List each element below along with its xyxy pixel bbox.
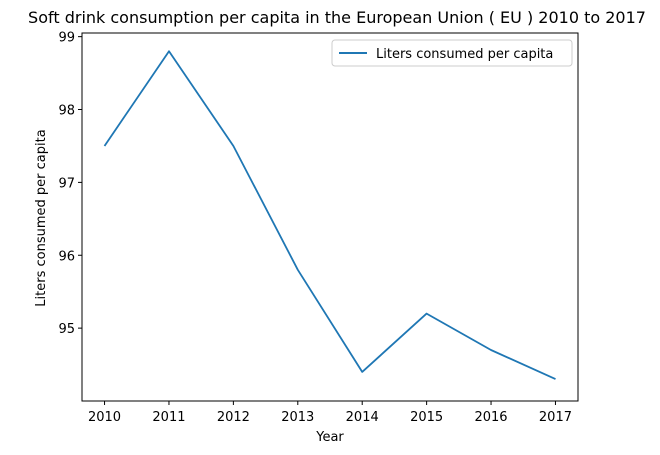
y-tick-label: 95	[58, 322, 75, 337]
x-tick-label: 2011	[152, 410, 185, 425]
x-tick-label: 2012	[217, 410, 250, 425]
legend-box	[331, 39, 573, 67]
legend: Liters consumed per capita	[331, 39, 573, 67]
x-tick-label: 2013	[281, 410, 314, 425]
plot-frame	[81, 32, 579, 402]
x-tick-label: 2010	[88, 410, 121, 425]
x-axis-ticks: 2010 2011 2012 2013 2014 2015 2016 2017	[88, 401, 572, 425]
y-axis-ticks: 95 96 97 98 99	[58, 31, 82, 337]
x-tick-label: 2017	[539, 410, 572, 425]
y-tick-label: 99	[58, 31, 75, 46]
x-tick-label: 2015	[410, 410, 443, 425]
y-tick-label: 97	[58, 176, 75, 191]
y-axis-label: Liters consumed per capita	[34, 129, 49, 306]
series-line	[103, 50, 556, 380]
x-axis-label: Year	[315, 430, 344, 445]
y-tick-label: 98	[58, 104, 75, 119]
x-tick-label: 2014	[346, 410, 379, 425]
plot-area	[81, 32, 579, 402]
chart-title: Soft drink consumption per capita in the…	[28, 8, 646, 27]
legend-label: Liters consumed per capita	[376, 47, 553, 62]
x-tick-label: 2016	[474, 410, 507, 425]
y-tick-label: 96	[58, 249, 75, 264]
